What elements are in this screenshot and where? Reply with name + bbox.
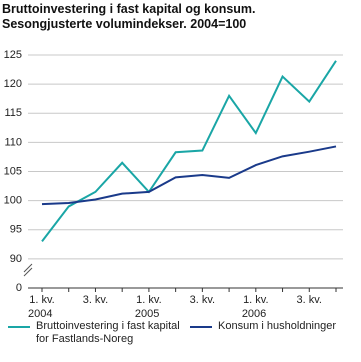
title-block: Bruttoinvestering i fast kapital og kons… xyxy=(2,2,256,32)
y-tick-label: 0 xyxy=(16,282,22,294)
x-tick-label: 1. kv. xyxy=(136,294,161,306)
x-tick-label: 1. kv. xyxy=(243,294,268,306)
y-tick-label: 115 xyxy=(4,107,22,119)
series-line xyxy=(41,60,337,243)
x-tick-label: 3. kv. xyxy=(297,294,322,306)
x-tick-label: 1. kv. xyxy=(29,294,54,306)
x-year-label: 2006 xyxy=(242,308,266,320)
y-tick-label: 110 xyxy=(4,136,22,148)
x-tick-label: 3. kv. xyxy=(83,294,108,306)
y-tick-label: 100 xyxy=(4,195,22,207)
y-tick-label: 105 xyxy=(4,165,22,177)
legend-label: Konsum i husholdninger xyxy=(218,320,337,332)
x-year-label: 2004 xyxy=(28,308,52,320)
x-tick-label: 3. kv. xyxy=(190,294,215,306)
legend-label: Bruttoinvestering i fast kapital for Fas… xyxy=(36,320,180,345)
legend-swatch xyxy=(190,326,212,328)
axis-break xyxy=(23,263,33,277)
series-line xyxy=(41,145,337,206)
y-tick-label: 90 xyxy=(10,253,22,265)
legend-swatch xyxy=(8,326,30,328)
chart-title: Bruttoinvestering i fast kapital og kons… xyxy=(2,2,256,16)
y-tick-label: 95 xyxy=(10,224,22,236)
y-tick-label: 125 xyxy=(4,49,22,61)
y-tick-label: 120 xyxy=(4,78,22,90)
x-year-label: 2005 xyxy=(135,308,159,320)
chart-subtitle: Sesongjusterte volumindekser. 2004=100 xyxy=(2,17,247,31)
